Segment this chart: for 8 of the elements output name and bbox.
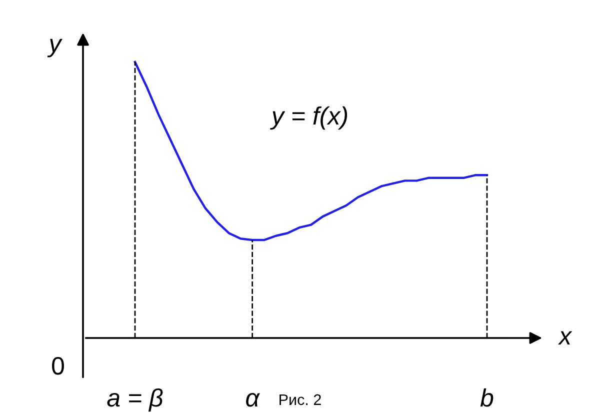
- x-tick-label: α: [246, 393, 260, 407]
- annotation: y = f(x): [270, 106, 348, 130]
- text: Рис. 2: [280, 394, 321, 406]
- text: 0: [52, 357, 64, 375]
- x-tick-label: b: [480, 388, 494, 407]
- x-axis-title: x: [558, 331, 572, 344]
- y-axis-title: y: [47, 38, 63, 58]
- x-tick-label: a = β: [107, 388, 163, 412]
